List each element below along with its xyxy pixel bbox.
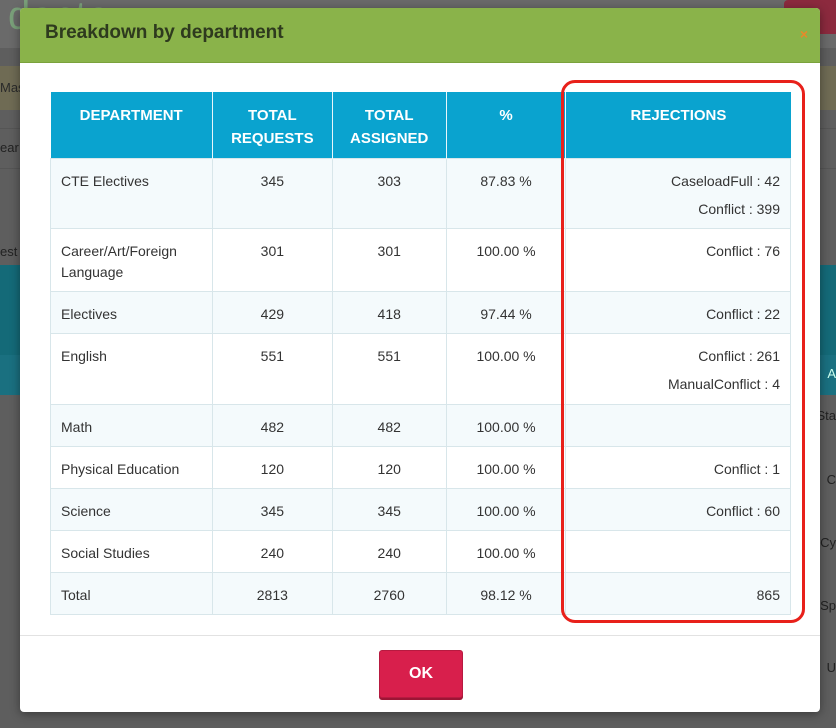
- modal-title: Breakdown by department: [45, 22, 284, 43]
- department-cell: Social Studies: [50, 529, 213, 573]
- requests-cell: 345: [211, 487, 333, 531]
- ok-button[interactable]: OK: [379, 650, 463, 698]
- percent-cell: 100.00 %: [445, 487, 567, 531]
- table-row: Social Studies 240 240 100.00 %: [50, 529, 791, 573]
- background-right-text: A: [827, 366, 836, 381]
- header-total-requests: TOTAL REQUESTS: [212, 92, 333, 158]
- modal-footer-divider: [20, 635, 820, 636]
- department-cell: English: [50, 332, 213, 405]
- department-cell: Science: [50, 487, 213, 531]
- assigned-cell: 551: [331, 332, 447, 405]
- rejection-entry: Conflict : 22: [706, 305, 780, 322]
- percent-cell: 100.00 %: [445, 227, 567, 292]
- department-cell: Physical Education: [50, 445, 213, 489]
- requests-cell: 301: [211, 227, 333, 292]
- table-row: CTE Electives 345 303 87.83 % CaseloadFull :…: [50, 157, 791, 229]
- rejection-entry: CaseloadFull : 42: [671, 172, 780, 189]
- table-row: Career/Art/Foreign Language 301 301 100.00 …: [50, 227, 791, 292]
- rejections-cell: Conflict : 60: [565, 487, 791, 531]
- percent-cell: 87.83 %: [445, 157, 567, 229]
- table-row: Science 345 345 100.00 % Conflict : 60: [50, 487, 791, 531]
- rejection-entry: Conflict : 1: [713, 460, 780, 477]
- rejection-entry: Conflict : 399: [698, 200, 780, 217]
- assigned-cell: 120: [331, 445, 447, 489]
- table-body: CTE Electives 345 303 87.83 % CaseloadFull :…: [50, 157, 791, 615]
- header-rejections: REJECTIONS: [565, 92, 791, 158]
- department-cell: CTE Electives: [50, 157, 213, 229]
- department-cell: Electives: [50, 290, 213, 334]
- breakdown-modal: Breakdown by department × DEPARTMENT TOT…: [20, 8, 820, 712]
- assigned-cell: 482: [331, 403, 447, 447]
- rejection-entry: Conflict : 76: [706, 242, 780, 259]
- percent-cell: 100.00 %: [445, 529, 567, 573]
- requests-cell: 2813: [211, 571, 333, 615]
- rejections-cell: Conflict : 22: [565, 290, 791, 334]
- percent-cell: 100.00 %: [445, 332, 567, 405]
- department-cell: Career/Art/Foreign Language: [50, 227, 213, 292]
- header-department: DEPARTMENT: [50, 92, 213, 158]
- assigned-cell: 418: [331, 290, 447, 334]
- rejection-entry: 865: [756, 586, 780, 603]
- table-row: Physical Education 120 120 100.00 % Conflict…: [50, 445, 791, 489]
- rejections-cell: [565, 403, 791, 447]
- table-row: Math 482 482 100.00 %: [50, 403, 791, 447]
- background-right-text: Cy: [820, 535, 836, 550]
- requests-cell: 240: [211, 529, 333, 573]
- rejection-entry: ManualConflict : 4: [667, 375, 780, 392]
- department-cell: Total: [50, 571, 213, 615]
- background-right-text: U: [826, 660, 836, 675]
- rejections-cell: Conflict : 261 ManualConflict : 4: [565, 332, 791, 405]
- background-left-text: ear: [0, 140, 19, 155]
- modal-header: Breakdown by department ×: [20, 8, 820, 63]
- background-right-text: C: [826, 472, 836, 487]
- percent-cell: 100.00 %: [445, 403, 567, 447]
- header-total-assigned: TOTAL ASSIGNED: [332, 92, 447, 158]
- background-strip-text: Mas: [0, 80, 25, 95]
- assigned-cell: 303: [331, 157, 447, 229]
- rejections-cell: Conflict : 76: [565, 227, 791, 292]
- header-percent: %: [446, 92, 567, 158]
- requests-cell: 429: [211, 290, 333, 334]
- requests-cell: 120: [211, 445, 333, 489]
- table-row: Total 2813 2760 98.12 % 865: [50, 571, 791, 615]
- percent-cell: 98.12 %: [445, 571, 567, 615]
- rejection-entry: Conflict : 261: [698, 347, 780, 364]
- table-row: English 551 551 100.00 % Conflict : 261 Manua…: [50, 332, 791, 405]
- requests-cell: 345: [211, 157, 333, 229]
- assigned-cell: 240: [331, 529, 447, 573]
- requests-cell: 482: [211, 403, 333, 447]
- assigned-cell: 2760: [331, 571, 447, 615]
- close-icon[interactable]: ×: [799, 26, 808, 42]
- percent-cell: 97.44 %: [445, 290, 567, 334]
- rejections-cell: CaseloadFull : 42 Conflict : 399: [565, 157, 791, 229]
- rejections-cell: 865: [565, 571, 791, 615]
- assigned-cell: 301: [331, 227, 447, 292]
- background-right-text: Sta: [816, 408, 836, 423]
- department-cell: Math: [50, 403, 213, 447]
- background-left-text: est: [0, 244, 18, 259]
- rejections-cell: Conflict : 1: [565, 445, 791, 489]
- percent-cell: 100.00 %: [445, 445, 567, 489]
- table-header-row: DEPARTMENT TOTAL REQUESTS TOTAL ASSIGNED…: [50, 92, 791, 158]
- table-row: Electives 429 418 97.44 % Conflict : 22: [50, 290, 791, 334]
- requests-cell: 551: [211, 332, 333, 405]
- rejection-entry: Conflict : 60: [706, 502, 780, 519]
- assigned-cell: 345: [331, 487, 447, 531]
- background-right-text: Sp: [820, 598, 836, 613]
- rejections-cell: [565, 529, 791, 573]
- breakdown-table: DEPARTMENT TOTAL REQUESTS TOTAL ASSIGNED…: [50, 92, 791, 615]
